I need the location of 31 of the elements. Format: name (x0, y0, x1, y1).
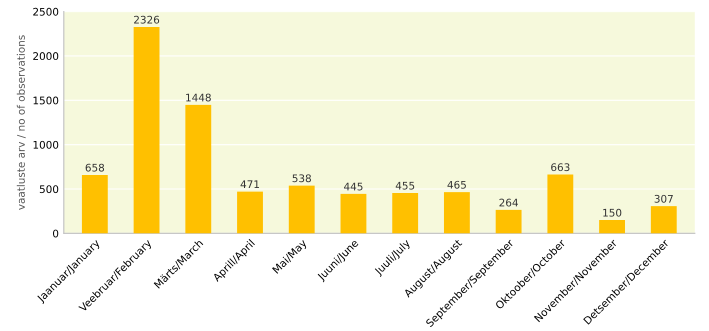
y-tick-label: 1500 (34, 96, 58, 104)
bar (134, 27, 160, 234)
data-label: 658 (86, 164, 104, 172)
y-tick-label: 500 (40, 185, 58, 194)
bar (599, 220, 625, 234)
data-label: 2326 (134, 16, 160, 24)
data-label: 663 (551, 163, 570, 172)
bar (185, 104, 212, 234)
bar (392, 192, 418, 234)
bar (496, 210, 522, 234)
data-label: 465 (447, 180, 466, 189)
y-tick-label: 2000 (33, 52, 58, 60)
data-label: 150 (603, 208, 622, 217)
bar (650, 206, 677, 234)
y-tick-label: 0 (53, 230, 58, 238)
data-label: 455 (396, 182, 414, 190)
y-tick-label: 1000 (34, 140, 58, 149)
data-label: 471 (240, 180, 259, 188)
data-label: 538 (292, 174, 311, 182)
bar (547, 174, 574, 234)
y-axis-title: vaatluste arv / no of observations (16, 35, 26, 210)
bar (444, 192, 470, 234)
data-label: 445 (344, 182, 362, 190)
data-label: 307 (654, 194, 673, 203)
bar (288, 186, 315, 234)
data-label: 264 (499, 198, 518, 207)
bar (82, 174, 108, 234)
y-tick-label: 2500 (33, 8, 58, 16)
data-label: 1448 (186, 94, 211, 102)
bar (237, 192, 263, 234)
bar (340, 194, 366, 234)
